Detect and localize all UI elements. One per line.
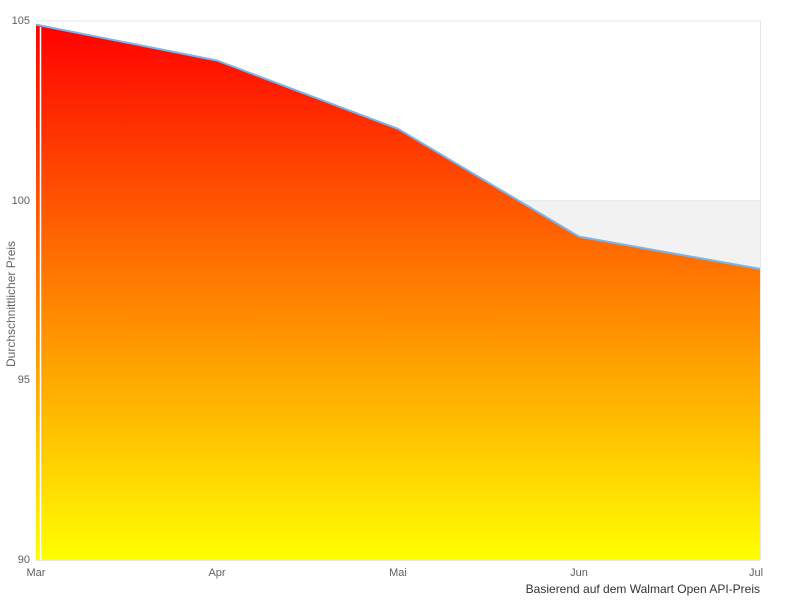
y-tick-label-90: 90	[17, 554, 30, 566]
x-tick-label-apr: Apr	[208, 567, 226, 579]
y-tick-label-95: 95	[17, 374, 30, 387]
x-tick-label-jun: Jun	[570, 567, 588, 579]
x-tick-label-mai: Mai	[389, 567, 407, 579]
y-axis-title: Durchschnittlicher Preis	[4, 240, 18, 367]
area-series[interactable]	[36, 24, 760, 561]
x-tick-label-jul: Jul	[748, 567, 764, 579]
series-line[interactable]	[35, 23, 761, 270]
y-tick-label-105: 105	[11, 15, 30, 27]
x-tick-label-mar: Mar	[26, 567, 46, 579]
chart-caption: Basierend auf dem Walmart Open API-Preis	[525, 582, 760, 596]
y-tick-label-100: 100	[11, 194, 30, 207]
